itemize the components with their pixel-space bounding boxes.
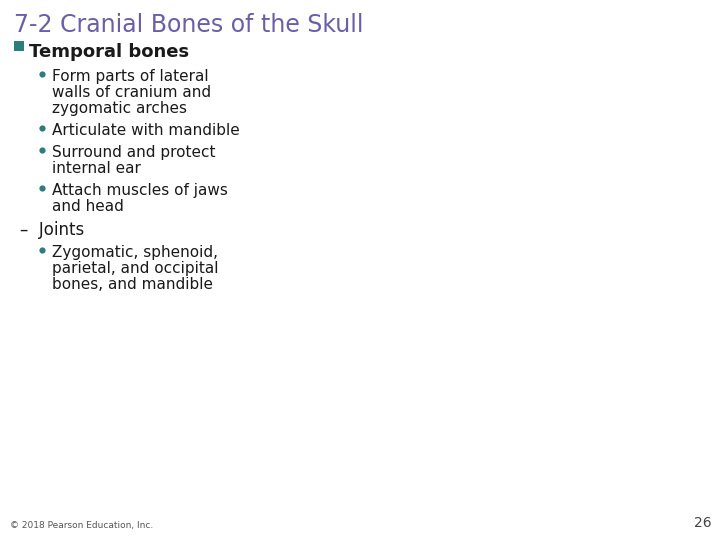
Text: Surround and protect: Surround and protect	[52, 145, 215, 160]
Text: Zygomatic, sphenoid,: Zygomatic, sphenoid,	[52, 245, 218, 260]
Text: 26: 26	[694, 516, 712, 530]
Text: walls of cranium and: walls of cranium and	[52, 85, 211, 100]
Text: Articulate with mandible: Articulate with mandible	[52, 123, 240, 138]
Text: –  Joints: – Joints	[20, 221, 84, 239]
Text: bones, and mandible: bones, and mandible	[52, 277, 213, 292]
Text: Attach muscles of jaws: Attach muscles of jaws	[52, 183, 228, 198]
Text: Temporal bones: Temporal bones	[29, 43, 189, 61]
Text: Form parts of lateral: Form parts of lateral	[52, 69, 209, 84]
Bar	[14, 41, 24, 51]
Text: and head: and head	[52, 199, 124, 214]
Text: parietal, and occipital: parietal, and occipital	[52, 261, 218, 276]
Text: © 2018 Pearson Education, Inc.: © 2018 Pearson Education, Inc.	[10, 521, 153, 530]
Text: zygomatic arches: zygomatic arches	[52, 101, 187, 116]
Text: internal ear: internal ear	[52, 161, 141, 176]
Text: 7-2 Cranial Bones of the Skull: 7-2 Cranial Bones of the Skull	[14, 13, 364, 37]
